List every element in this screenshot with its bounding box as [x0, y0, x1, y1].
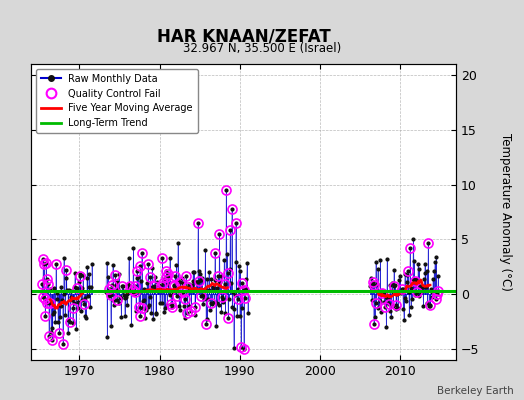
- Legend: Raw Monthly Data, Quality Control Fail, Five Year Moving Average, Long-Term Tren: Raw Monthly Data, Quality Control Fail, …: [36, 69, 198, 133]
- Text: 32.967 N, 35.500 E (Israel): 32.967 N, 35.500 E (Israel): [183, 42, 341, 55]
- Title: HAR KNAAN/ZEFAT: HAR KNAAN/ZEFAT: [157, 28, 331, 46]
- Y-axis label: Temperature Anomaly (°C): Temperature Anomaly (°C): [499, 133, 511, 291]
- Text: Berkeley Earth: Berkeley Earth: [437, 386, 514, 396]
